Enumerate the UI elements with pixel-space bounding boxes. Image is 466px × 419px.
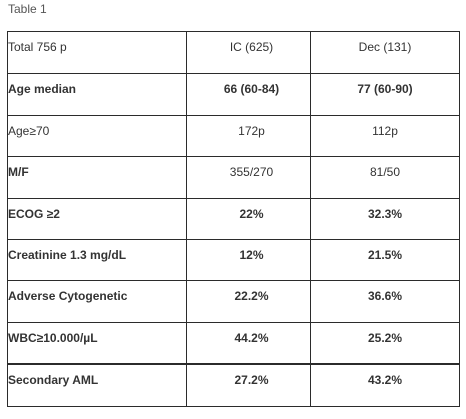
column-header-dec: Dec (131)	[310, 31, 460, 74]
cell-ic: 27.2%	[186, 363, 311, 407]
row-label: Adverse Cytogenetic	[7, 280, 187, 323]
table-row: Adverse Cytogenetic 22.2% 36.6%	[7, 280, 460, 323]
cell-ic: 22%	[186, 198, 311, 240]
row-label: ECOG ≥2	[7, 198, 187, 240]
table-row: ECOG ≥2 22% 32.3%	[7, 198, 460, 240]
row-label: M/F	[7, 156, 187, 199]
row-label: Age median	[7, 73, 187, 116]
table-row: WBC≥10.000/µL 44.2% 25.2%	[7, 322, 460, 365]
cell-ic: 66 (60-84)	[186, 73, 311, 116]
table-row: Age median 66 (60-84) 77 (60-90)	[7, 73, 460, 116]
cell-dec: 81/50	[310, 156, 460, 199]
cell-dec: 36.6%	[310, 280, 460, 323]
table-row: M/F 355/270 81/50	[7, 156, 460, 199]
row-label: Creatinine 1.3 mg/dL	[7, 239, 187, 281]
cell-dec: 21.5%	[310, 239, 460, 281]
cell-ic: 44.2%	[186, 322, 311, 365]
row-label: Total 756 p	[7, 31, 187, 74]
row-label: WBC≥10.000/µL	[7, 322, 187, 365]
row-label: Age≥70	[7, 115, 187, 157]
cell-dec: 77 (60-90)	[310, 73, 460, 116]
cell-ic: 172p	[186, 115, 311, 157]
cell-dec: 25.2%	[310, 322, 460, 365]
cell-ic: 355/270	[186, 156, 311, 199]
cell-ic: 12%	[186, 239, 311, 281]
table-row: Age≥70 172p 112p	[7, 115, 460, 157]
cell-ic: 22.2%	[186, 280, 311, 323]
cell-dec: 32.3%	[310, 198, 460, 240]
column-header-ic: IC (625)	[186, 31, 311, 74]
table-header-row: Total 756 p IC (625) Dec (131)	[7, 31, 460, 74]
row-label: Secondary AML	[7, 363, 187, 407]
table-row: Creatinine 1.3 mg/dL 12% 21.5%	[7, 239, 460, 281]
table-caption: Table 1	[8, 2, 47, 16]
table-row: Secondary AML 27.2% 43.2%	[7, 363, 460, 407]
cell-dec: 112p	[310, 115, 460, 157]
data-table: Total 756 p IC (625) Dec (131) Age media…	[7, 31, 460, 407]
cell-dec: 43.2%	[310, 363, 460, 407]
